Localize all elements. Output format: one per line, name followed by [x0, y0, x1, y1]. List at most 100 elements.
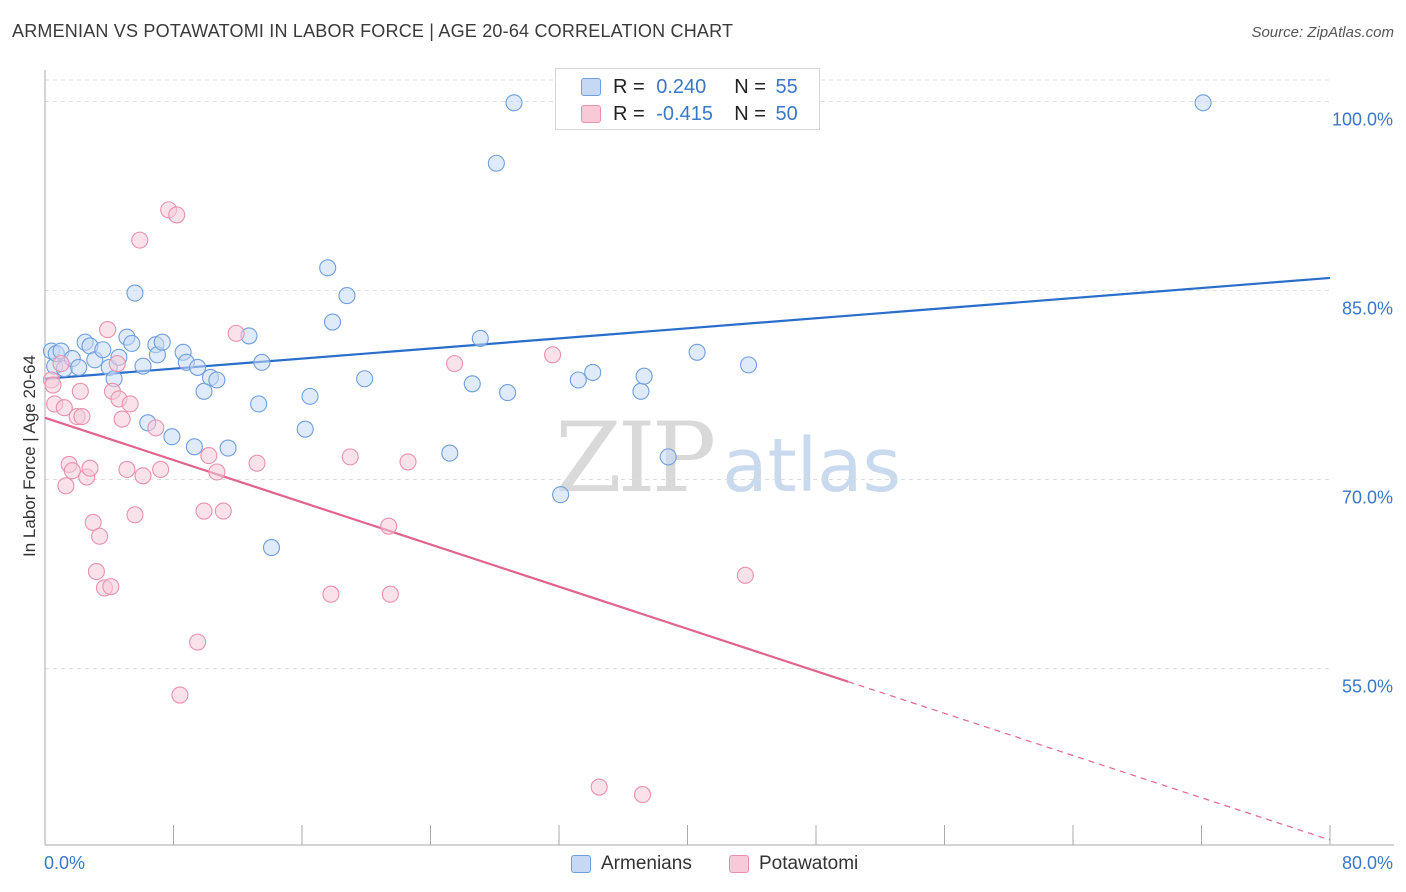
data-point-potawatomi: [44, 376, 62, 394]
data-point-armenians: [219, 439, 237, 457]
potawatomi-swatch: [729, 855, 749, 873]
data-point-armenians: [659, 448, 677, 466]
data-point-armenians: [487, 154, 505, 172]
axes: [44, 70, 1394, 846]
bottom-legend-armenians: Armenians: [571, 852, 692, 876]
data-point-potawatomi: [399, 453, 417, 471]
legend-r-value: 0.240: [656, 75, 707, 98]
data-point-armenians: [134, 357, 152, 375]
data-point-potawatomi: [99, 321, 117, 339]
y-tick-label: 100.0%: [1332, 110, 1393, 130]
data-point-armenians: [1194, 94, 1212, 112]
data-point-armenians: [739, 356, 758, 374]
data-point-potawatomi: [55, 399, 73, 417]
data-points: [42, 94, 1212, 804]
data-point-potawatomi: [63, 462, 81, 480]
data-point-armenians: [505, 94, 523, 112]
data-point-potawatomi: [195, 502, 213, 520]
data-point-potawatomi: [121, 395, 139, 413]
legend-n-label: N =: [734, 102, 766, 125]
data-point-armenians: [70, 358, 88, 376]
data-point-potawatomi: [381, 585, 399, 603]
data-point-armenians: [94, 341, 112, 359]
data-point-potawatomi: [91, 527, 109, 545]
data-point-armenians: [338, 287, 356, 305]
legend-row-potawatomi: R = -0.415 N = 50: [556, 101, 798, 127]
data-point-potawatomi: [168, 206, 186, 224]
data-point-potawatomi: [171, 686, 189, 704]
x-tick-label: 0.0%: [44, 853, 85, 873]
data-point-potawatomi: [113, 410, 131, 428]
stats-legend: R = 0.240 N = 55 R = -0.415 N = 50: [555, 68, 820, 130]
chart-title: ARMENIAN VS POTAWATOMI IN LABOR FORCE | …: [12, 21, 734, 41]
data-point-potawatomi: [200, 447, 218, 465]
data-point-armenians: [499, 384, 517, 402]
data-point-armenians: [296, 420, 314, 438]
data-point-armenians: [635, 367, 653, 385]
legend-swatch-pink: [581, 105, 601, 123]
data-point-potawatomi: [736, 566, 754, 584]
data-point-potawatomi: [134, 467, 152, 485]
data-point-potawatomi: [87, 562, 105, 581]
data-point-potawatomi: [189, 633, 207, 651]
data-point-armenians: [189, 358, 207, 376]
x-tick-label: 80.0%: [1342, 853, 1393, 873]
data-point-potawatomi: [590, 778, 608, 796]
data-point-potawatomi: [57, 477, 75, 495]
legend-r-label: R =: [613, 102, 645, 125]
data-point-armenians: [253, 353, 271, 371]
data-point-armenians: [126, 284, 144, 302]
y-tick-label: 55.0%: [1342, 677, 1393, 697]
data-point-potawatomi: [131, 231, 149, 249]
trend-line-potawatomi: [44, 416, 849, 683]
y-tick-label: 85.0%: [1342, 299, 1393, 319]
data-point-armenians: [123, 334, 141, 353]
data-point-potawatomi: [73, 407, 91, 426]
data-point-armenians: [463, 375, 481, 393]
data-point-armenians: [688, 343, 706, 361]
data-point-potawatomi: [147, 419, 165, 437]
trend-line-dashed-potawatomi: [847, 681, 1331, 841]
trend-lines: [44, 276, 1331, 841]
legend-row-armenians: R = 0.240 N = 55: [556, 74, 798, 100]
data-point-armenians: [584, 363, 602, 381]
data-point-armenians: [250, 395, 268, 413]
data-point-armenians: [163, 428, 181, 446]
watermark-atlas: atlas: [722, 423, 902, 509]
grid-lines: [45, 79, 1330, 670]
legend-n-value: 50: [775, 102, 798, 125]
bottom-legend-potawatomi: Potawatomi: [729, 852, 858, 876]
legend-r-label: R =: [613, 75, 645, 98]
data-point-potawatomi: [52, 355, 70, 373]
y-tick-label: 70.0%: [1342, 488, 1393, 508]
data-point-potawatomi: [71, 382, 89, 400]
data-point-potawatomi: [341, 448, 359, 466]
data-point-armenians: [153, 333, 171, 351]
legend-n-label: N =: [734, 75, 766, 98]
data-point-armenians: [301, 387, 319, 405]
data-point-armenians: [185, 438, 203, 456]
data-point-armenians: [632, 382, 650, 400]
armenians-label: Armenians: [601, 853, 692, 874]
watermark: ZIP atlas: [555, 402, 901, 514]
data-point-armenians: [569, 371, 587, 389]
legend-n-value: 55: [775, 75, 798, 98]
armenians-swatch: [571, 855, 591, 873]
legend-swatch-blue: [581, 78, 601, 96]
data-point-potawatomi: [227, 324, 245, 342]
potawatomi-label: Potawatomi: [759, 853, 859, 874]
data-point-potawatomi: [152, 460, 170, 479]
data-point-potawatomi: [108, 355, 126, 373]
data-point-potawatomi: [248, 454, 266, 472]
watermark-zip: ZIP: [555, 402, 716, 514]
data-point-armenians: [356, 370, 374, 388]
data-point-potawatomi: [322, 585, 340, 603]
legend-r-value: -0.415: [656, 102, 713, 125]
data-point-potawatomi: [126, 506, 144, 524]
data-point-potawatomi: [633, 786, 652, 804]
data-point-potawatomi: [446, 355, 464, 373]
data-point-potawatomi: [102, 578, 120, 596]
data-point-potawatomi: [544, 346, 562, 364]
data-point-armenians: [195, 382, 213, 400]
